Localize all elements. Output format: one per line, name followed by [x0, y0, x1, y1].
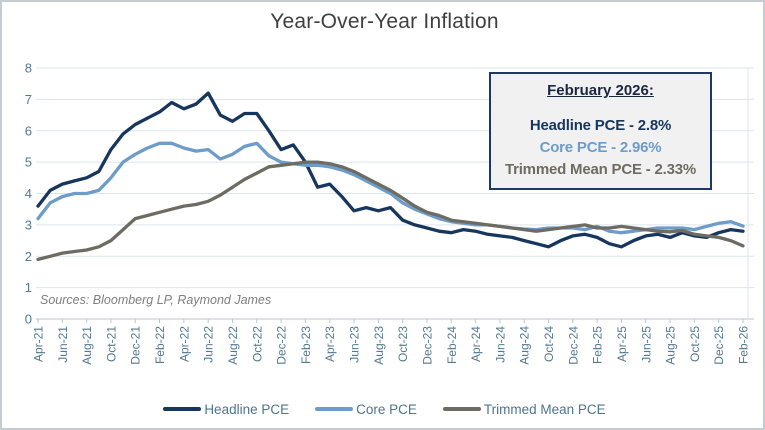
x-axis-tick-label: Apr-23 — [323, 326, 337, 362]
series-line-core-pce — [36, 141, 745, 235]
x-axis-tick-label: Apr-21 — [32, 326, 46, 362]
y-axis-tick-label: 7 — [25, 92, 32, 107]
x-axis-tick-label: Apr-22 — [177, 326, 191, 362]
x-axis-tick-label: Apr-24 — [469, 326, 483, 362]
annotation-headline-pce: Headline PCE - 2.8% — [529, 117, 672, 134]
source-note: Sources: Bloomberg LP, Raymond James — [40, 293, 272, 307]
y-axis-tick-label: 6 — [25, 123, 32, 138]
x-axis-tick-label: Dec-22 — [275, 326, 289, 365]
x-axis-tick-label: Dec-21 — [129, 326, 143, 365]
x-axis-tick-label: Oct-25 — [688, 326, 702, 362]
legend-label-core-pce: Core PCE — [356, 401, 417, 417]
legend-item-trimmed-mean-pce: Trimmed Mean PCE — [442, 401, 606, 417]
trimmed-mean-pce-line-swatch-icon — [442, 407, 481, 411]
x-axis-tick-label: Oct-22 — [250, 326, 264, 362]
x-axis-tick-label: Aug-24 — [518, 326, 532, 365]
x-axis-tick-label: Dec-25 — [712, 326, 726, 365]
y-axis-tick-label: 0 — [25, 312, 32, 327]
legend-item-core-pce: Core PCE — [315, 402, 417, 417]
x-axis-tick-label: Aug-23 — [372, 326, 386, 365]
annotation-box: February 2026: Headline PCE - 2.8% Core … — [489, 72, 712, 190]
x-axis-tick-label: Jun-22 — [202, 326, 216, 363]
x-axis-tick-label: Dec-23 — [420, 326, 434, 365]
y-axis-tick-label: 2 — [25, 249, 32, 264]
x-axis-tick-label: Feb-23 — [299, 326, 313, 364]
x-axis-tick-label: Apr-25 — [615, 326, 629, 362]
series-line-trimmed-mean-pce — [36, 160, 745, 262]
x-axis-tick-label: Feb-22 — [153, 326, 167, 364]
x-axis-tick-label: Oct-21 — [104, 326, 118, 362]
x-axis-tick-label: Jun-25 — [639, 326, 653, 363]
series-line-headline-pce — [36, 91, 745, 249]
x-axis-tick-label: Oct-23 — [396, 326, 410, 362]
legend-label-headline-pce: Headline PCE — [204, 401, 290, 417]
annotation-trimmed-mean-pce: Trimmed Mean PCE - 2.33% — [504, 161, 697, 178]
x-axis-tick-label: Jun-23 — [348, 326, 362, 363]
x-axis-tick-label: Oct-24 — [542, 326, 556, 362]
y-axis-tick-label: 1 — [25, 280, 32, 295]
x-axis-tick-label: Aug-25 — [664, 326, 678, 365]
chart-title: Year-Over-Year Inflation — [270, 10, 499, 33]
x-axis-tick-label: Aug-22 — [226, 326, 240, 365]
x-axis-tick-label: Jun-21 — [56, 326, 70, 363]
core-pce-line-swatch-icon — [315, 407, 354, 411]
x-axis-tick-label: Feb-26 — [737, 326, 751, 364]
y-axis-tick-label: 5 — [25, 155, 32, 170]
annotation-core-pce: Core PCE - 2.96% — [539, 139, 662, 156]
x-axis-tick-label: Aug-21 — [80, 326, 94, 365]
x-axis-tick-label: Dec-24 — [566, 326, 580, 365]
y-axis-tick-label: 3 — [25, 217, 32, 232]
annotation-heading: February 2026: — [547, 82, 654, 99]
legend-item-headline-pce: Headline PCE — [163, 402, 289, 417]
x-axis-tick-label: Feb-25 — [591, 326, 605, 364]
chart-legend: Headline PCE Core PCE Trimmed Mean PCE — [2, 396, 763, 422]
legend-label-trimmed-mean-pce: Trimmed Mean PCE — [483, 401, 606, 417]
y-axis-tick-label: 8 — [25, 61, 32, 76]
headline-pce-line-swatch-icon — [163, 407, 202, 411]
x-axis-tick-label: Jun-24 — [493, 326, 507, 363]
y-axis-tick-label: 4 — [25, 186, 32, 201]
x-axis-tick-label: Feb-24 — [445, 326, 459, 364]
